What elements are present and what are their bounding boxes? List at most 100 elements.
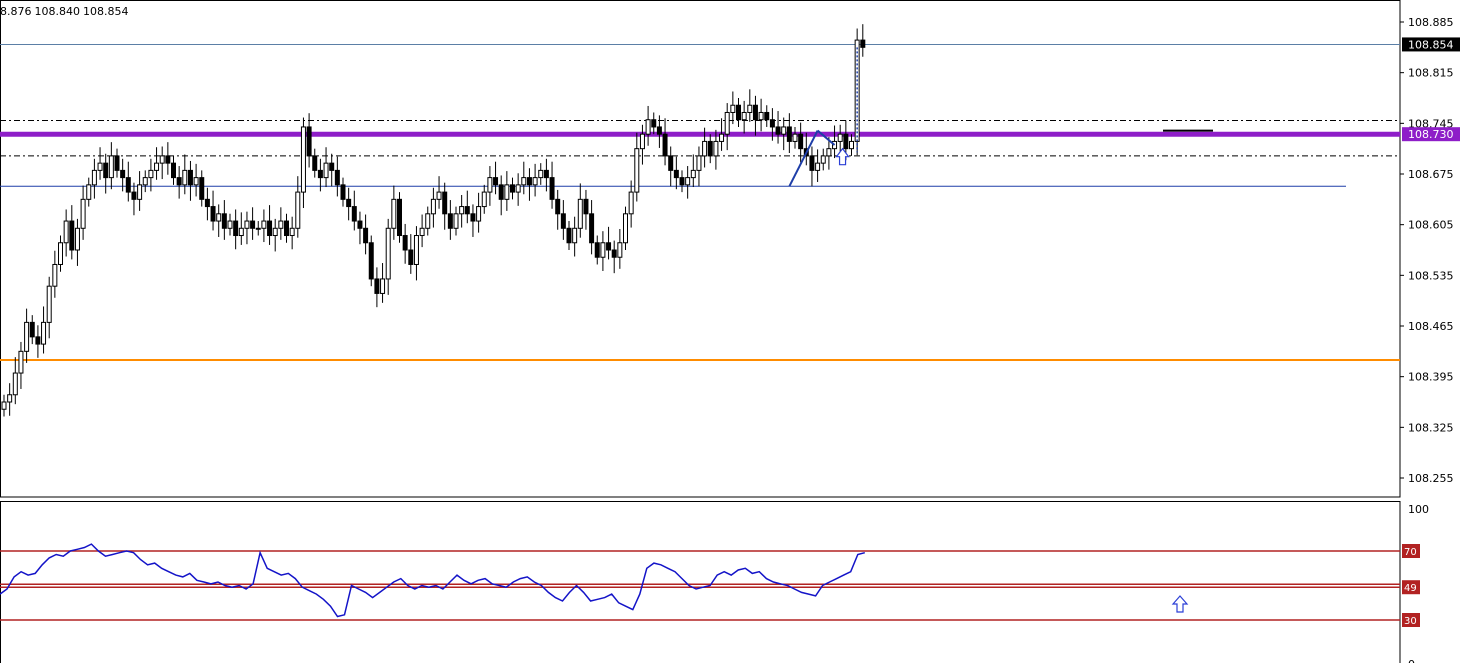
candle-bull	[1, 401, 7, 410]
candle-bull	[46, 285, 52, 323]
rsi-panel-frame	[0, 501, 1401, 663]
candle-bear	[408, 249, 414, 265]
candle-bull	[238, 227, 244, 237]
candle-bear	[233, 220, 239, 237]
candle-bull	[216, 213, 222, 222]
rsi-up-arrow-icon	[1171, 595, 1189, 613]
candle-bear	[775, 126, 781, 135]
candle-bear	[549, 177, 555, 200]
candle-bull	[758, 111, 764, 121]
candle-bear	[583, 198, 589, 215]
candle-bear	[312, 155, 318, 171]
candle-bear	[176, 177, 182, 186]
candle-bear	[199, 177, 205, 200]
candle-bull	[577, 198, 583, 229]
candle-bull	[792, 133, 798, 142]
candle-bull	[459, 206, 465, 215]
candle-bear	[493, 177, 499, 186]
candle-bull	[820, 155, 826, 164]
candle-bull	[639, 133, 645, 150]
candle-bear	[340, 184, 346, 200]
candle-bear	[334, 169, 340, 186]
candle-bear	[284, 220, 289, 237]
candle-bear	[125, 177, 131, 193]
candle-bear	[447, 213, 453, 229]
price-axis-label: 108.605	[1408, 219, 1454, 232]
candle-bull	[481, 191, 487, 208]
candle-bear	[769, 119, 775, 128]
candle-bull	[41, 321, 47, 345]
candle-bear	[498, 184, 504, 200]
candle-bear	[555, 198, 561, 215]
level-price-label: 108.730	[1408, 128, 1454, 141]
candle-bull	[159, 155, 165, 164]
ohlc-close: 108.854	[83, 5, 129, 18]
candle-bull	[854, 39, 860, 142]
candle-bear	[357, 220, 363, 229]
candle-bear	[860, 39, 866, 48]
candle-bear	[566, 227, 572, 244]
candle-bear	[103, 162, 109, 179]
candle-bear	[368, 242, 374, 280]
candle-bear	[69, 220, 75, 251]
candle-bear	[187, 169, 193, 186]
rsi-axis-top-label: 100	[1408, 503, 1429, 516]
price-axis-label: 108.815	[1408, 67, 1454, 80]
candle-bull	[419, 227, 425, 237]
candle-bull	[837, 133, 843, 142]
candle-bull	[741, 111, 747, 121]
price-axis-label: 108.745	[1408, 117, 1454, 130]
price-panel-frame	[0, 0, 1401, 498]
candle-bear	[363, 227, 369, 244]
price-axis-label: 108.675	[1408, 168, 1454, 181]
candle-bear	[752, 104, 758, 121]
candle-bull	[476, 206, 482, 222]
rsi-level-tag	[1402, 544, 1420, 558]
price-axis-label: 108.395	[1408, 371, 1454, 384]
price-axis-label: 108.325	[1408, 421, 1454, 434]
candle-bear	[306, 126, 312, 157]
candle-bear	[317, 169, 323, 179]
candle-bear	[267, 220, 273, 237]
candle-bull	[719, 133, 725, 142]
candle-bull	[385, 227, 391, 280]
candle-bear	[526, 177, 532, 186]
candle-bull	[295, 191, 301, 229]
candle-bull	[747, 104, 753, 113]
candle-bull	[278, 220, 284, 229]
rsi-level-tag	[1402, 613, 1420, 627]
candle-bear	[464, 206, 470, 215]
candle-bull	[645, 119, 651, 135]
candle-bear	[543, 169, 549, 179]
candle-bear	[120, 169, 126, 179]
ohlc-readout: 8.876 108.840 108.854	[0, 5, 132, 18]
candle-bear	[736, 104, 741, 121]
candle-bull	[826, 148, 832, 157]
candle-bear	[668, 155, 674, 171]
candle-bull	[702, 140, 708, 157]
candle-bear	[510, 184, 515, 193]
rsi-axis-bottom-label: 0	[1408, 658, 1415, 663]
candle-bull	[300, 126, 306, 193]
candle-bear	[764, 111, 770, 121]
candle-bear	[250, 220, 256, 229]
candle-bull	[724, 111, 730, 135]
candle-bear	[560, 213, 566, 229]
price-axis-label: 108.255	[1408, 472, 1454, 485]
level-price-tag	[1402, 127, 1460, 142]
candle-bull	[487, 177, 493, 193]
candle-bull	[255, 227, 261, 230]
candle-bull	[430, 198, 436, 215]
candle-bull	[538, 169, 544, 179]
candle-bear	[442, 191, 448, 215]
candle-bear	[651, 119, 657, 128]
candle-bear	[29, 321, 35, 338]
price-axis-label: 108.885	[1408, 16, 1454, 29]
candle-bear	[843, 133, 849, 150]
candle-bull	[380, 278, 386, 294]
candle-bear	[589, 213, 595, 244]
candle-bear	[351, 206, 357, 222]
candle-bear	[707, 140, 713, 157]
candle-bull	[154, 162, 160, 171]
